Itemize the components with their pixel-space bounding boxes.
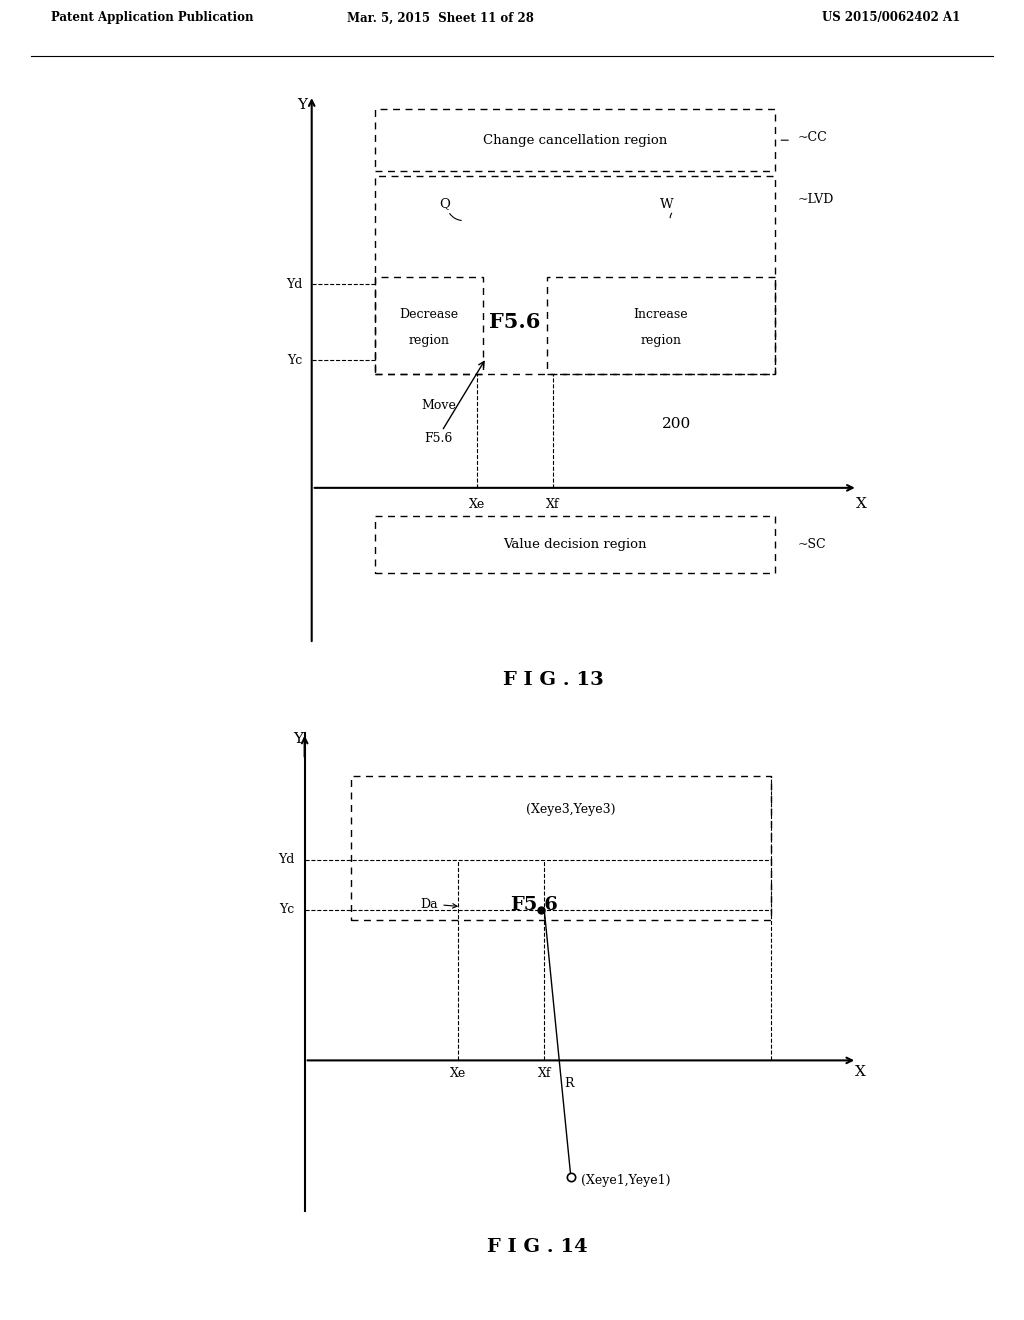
Text: Yd: Yd <box>286 279 302 290</box>
Text: Patent Application Publication: Patent Application Publication <box>51 12 254 24</box>
Text: Xf: Xf <box>546 498 560 511</box>
Text: X: X <box>855 1065 866 1080</box>
Text: Y: Y <box>297 98 307 112</box>
Text: region: region <box>640 334 681 347</box>
Text: Y: Y <box>293 733 303 746</box>
Text: Q: Q <box>439 198 451 211</box>
Text: R: R <box>564 1077 573 1090</box>
Text: ~LVD: ~LVD <box>798 193 834 206</box>
Text: Value decision region: Value decision region <box>504 539 647 552</box>
Text: F5.6: F5.6 <box>425 432 453 445</box>
Text: (Xeye1,Yeye1): (Xeye1,Yeye1) <box>581 1175 671 1187</box>
Text: X: X <box>855 498 866 511</box>
Text: Decrease: Decrease <box>399 308 459 321</box>
Text: Yc: Yc <box>287 354 302 367</box>
Text: (Xeye3,Yeye3): (Xeye3,Yeye3) <box>526 803 615 816</box>
Text: F I G . 14: F I G . 14 <box>487 1238 588 1257</box>
Text: ~CC: ~CC <box>798 131 827 144</box>
Text: 200: 200 <box>663 417 691 432</box>
Text: region: region <box>409 334 450 347</box>
Text: Xf: Xf <box>538 1068 551 1080</box>
Text: Xe: Xe <box>469 498 485 511</box>
Text: Increase: Increase <box>634 308 688 321</box>
Text: F I G . 13: F I G . 13 <box>503 671 603 689</box>
Text: Yc: Yc <box>280 903 295 916</box>
Text: W: W <box>660 198 674 211</box>
Text: Da: Da <box>420 899 438 911</box>
Text: ~SC: ~SC <box>798 539 826 552</box>
Text: Move: Move <box>421 399 456 412</box>
Text: Yd: Yd <box>279 853 295 866</box>
Text: F5.6: F5.6 <box>489 313 541 333</box>
Text: Mar. 5, 2015  Sheet 11 of 28: Mar. 5, 2015 Sheet 11 of 28 <box>347 12 534 24</box>
Text: Xe: Xe <box>450 1068 466 1080</box>
Text: US 2015/0062402 A1: US 2015/0062402 A1 <box>821 12 961 24</box>
Text: F5.6: F5.6 <box>510 896 558 913</box>
Text: Change cancellation region: Change cancellation region <box>483 133 668 147</box>
